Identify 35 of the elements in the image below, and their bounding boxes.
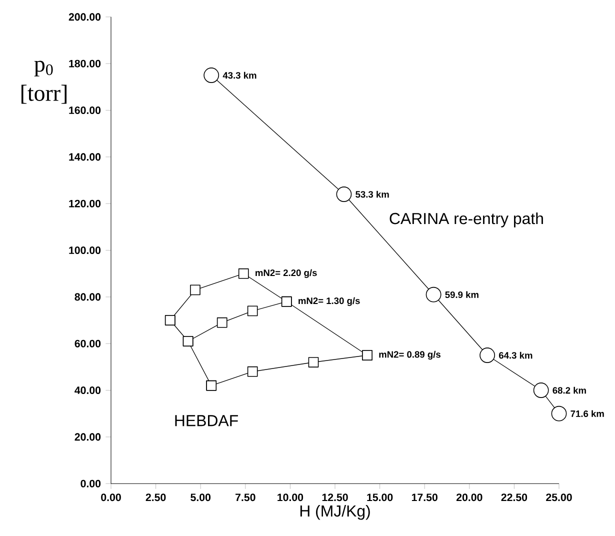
- y-tick-label: 40.00: [74, 386, 101, 394]
- annotation: HEBDAF: [175, 415, 238, 426]
- y-tick-label: 100.00: [69, 246, 101, 254]
- annotation: CARINA re-entry path: [390, 212, 543, 228]
- annotation: mN2= 0.89 g/s: [379, 350, 440, 360]
- x-axis-title: H (MJ/Kg): [300, 504, 370, 520]
- y-tick-label: 200.00: [68, 13, 101, 21]
- x-tick-label: 12.50: [322, 494, 348, 502]
- y-tick-label: 20.00: [74, 433, 101, 441]
- y-tick-label: 140.00: [69, 153, 101, 161]
- y-tick-label: 160.00: [69, 106, 101, 114]
- annotation: 64.3 km: [498, 352, 532, 359]
- y-tick-label: 80.00: [74, 293, 101, 301]
- annotation: 43.3 km: [222, 72, 256, 79]
- x-tick-label: 7.50: [236, 494, 256, 502]
- annotation: 68.2 km: [552, 386, 586, 394]
- x-tick-label: 22.50: [501, 494, 528, 502]
- annotation: 59.9 km: [445, 291, 478, 298]
- annotation: mN2= 1.30 g/s: [298, 297, 360, 306]
- x-tick-label: 5.00: [190, 494, 211, 502]
- x-tick-label: 15.00: [367, 494, 393, 502]
- x-tick-label: 17.50: [412, 494, 438, 502]
- y-tick-label: 60.00: [74, 340, 101, 348]
- y-tick-label: 120.00: [69, 200, 101, 208]
- x-tick-label: 2.50: [146, 494, 166, 502]
- annotation: 71.6 km: [570, 410, 604, 418]
- x-tick-label: 25.00: [546, 494, 572, 502]
- x-tick-label: 0.00: [101, 494, 121, 502]
- y-tick-label: 0.00: [80, 480, 101, 488]
- x-tick-label: 20.00: [456, 494, 482, 502]
- annotation: 53.3 km: [356, 190, 389, 198]
- y-tick-label: 180.00: [69, 60, 101, 68]
- x-tick-label: 10.00: [278, 494, 304, 502]
- annotation: mN2= 2.20 g/s: [256, 269, 317, 278]
- y-axis-title: p$_{0}$ [torr]: [21, 60, 67, 104]
